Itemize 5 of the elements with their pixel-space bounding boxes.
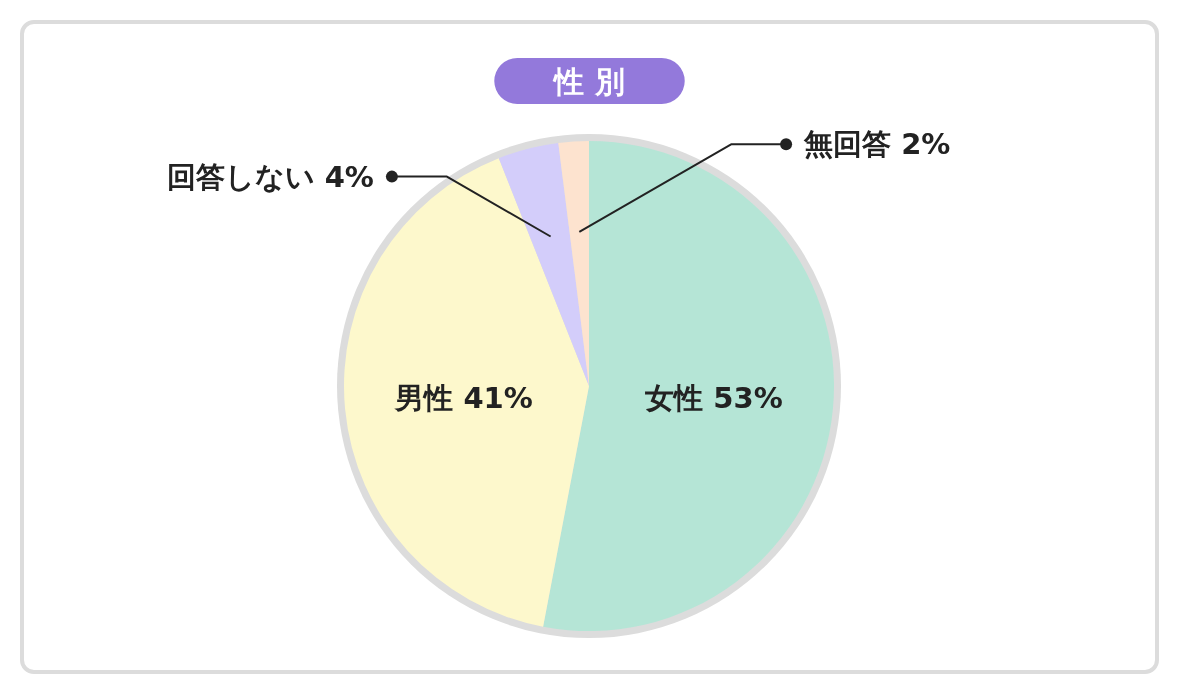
- slice-label: 男性 41%: [394, 380, 533, 415]
- slice-label: 女性 53%: [644, 380, 783, 415]
- slice-label: 回答しない 4%: [166, 159, 374, 194]
- slice-label: 無回答 2%: [803, 127, 951, 162]
- chart-title: 性 別: [552, 63, 625, 99]
